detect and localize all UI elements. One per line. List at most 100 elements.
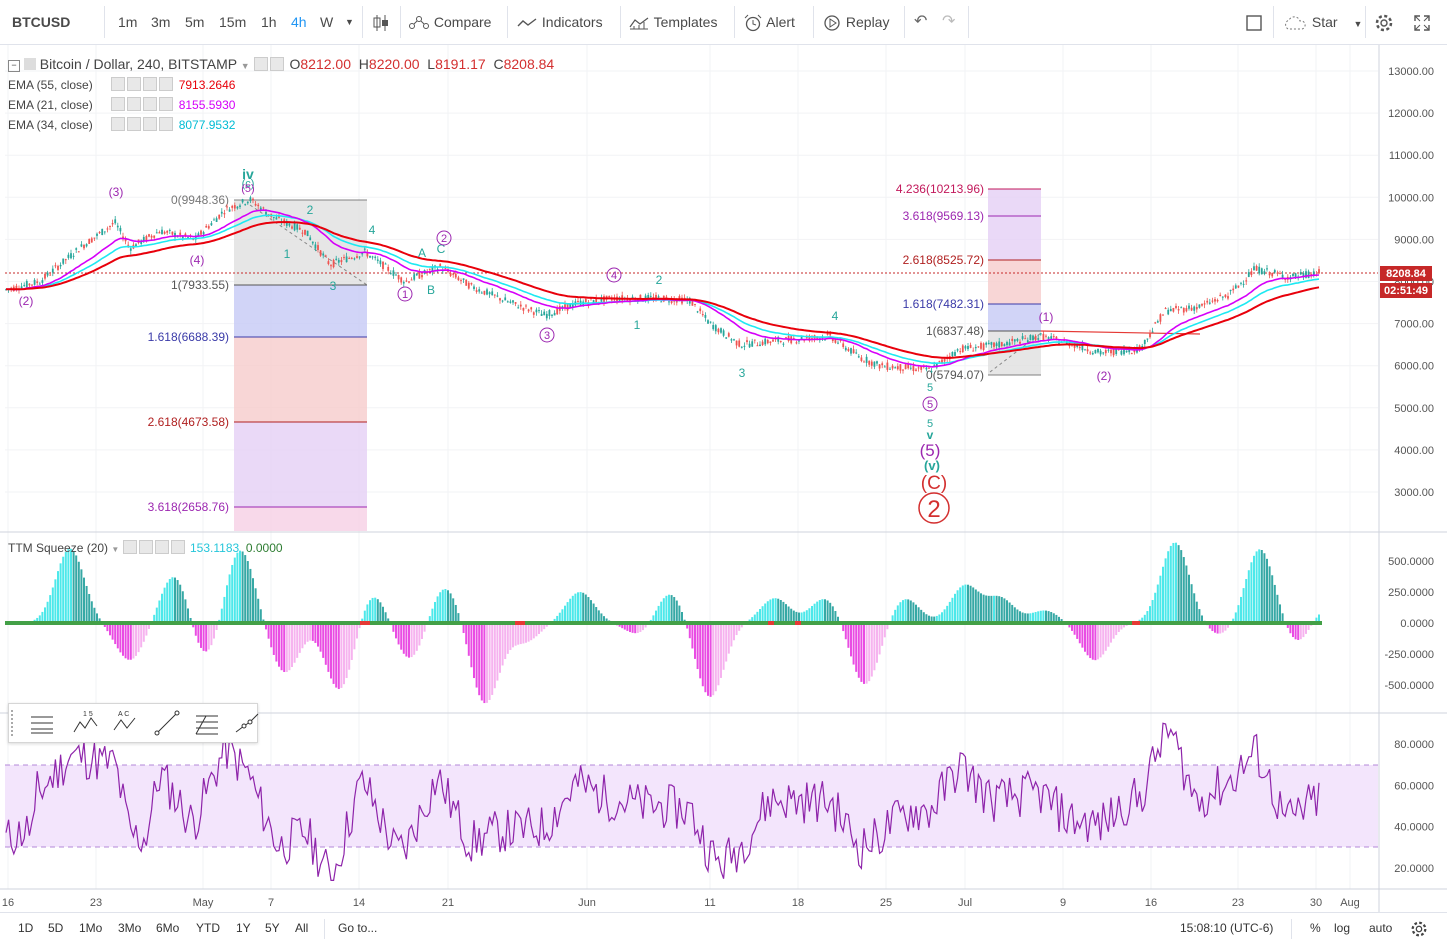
divider	[1291, 919, 1292, 939]
fib-level-label: 2.618(4673.58)	[148, 415, 229, 429]
settings-button[interactable]	[1374, 0, 1394, 44]
fib-level-label: 1.618(7482.31)	[903, 297, 984, 311]
fullscreen-button[interactable]	[1413, 0, 1431, 44]
range-ytd[interactable]: YTD	[196, 913, 220, 948]
redo-button[interactable]: ↷	[942, 0, 955, 44]
star-button[interactable]: Star ▼	[1282, 0, 1362, 44]
collapse-icon[interactable]: −	[8, 60, 20, 72]
symbol-search[interactable]: BTCUSD	[12, 0, 102, 44]
plus-icon[interactable]	[143, 77, 157, 91]
divider	[968, 6, 969, 38]
range-5y[interactable]: 5Y	[265, 913, 280, 948]
divider	[734, 6, 735, 38]
eye-icon[interactable]	[111, 97, 125, 111]
wave-label: 2	[656, 273, 663, 287]
range-1d[interactable]: 1D	[18, 913, 33, 948]
gear-icon[interactable]	[127, 97, 141, 111]
range-5d[interactable]: 5D	[48, 913, 63, 948]
time-tick: 23	[1232, 897, 1244, 909]
gear-icon	[1410, 920, 1428, 938]
elliott-impulse-tool[interactable]: 1 5	[71, 708, 101, 738]
fullscreen-toggle-button[interactable]	[1245, 0, 1263, 44]
wave-label: 4	[611, 270, 617, 282]
chevron-down-icon[interactable]: ▼	[111, 545, 119, 554]
alert-button[interactable]: Alert	[743, 0, 795, 44]
fib-tool[interactable]	[192, 708, 222, 738]
replay-button[interactable]: Replay	[822, 0, 889, 44]
gear-icon[interactable]	[139, 540, 153, 554]
wave-label: 4	[369, 223, 376, 237]
braces-icon[interactable]	[155, 540, 169, 554]
interval-15m[interactable]: 15m	[219, 0, 246, 44]
fib-level-label: 1(7933.55)	[171, 278, 229, 292]
interval-5m[interactable]: 5m	[185, 0, 204, 44]
chevron-down-icon[interactable]: ▼	[345, 0, 354, 44]
wave-label: 5	[927, 382, 933, 394]
divider	[362, 6, 363, 38]
path-tool[interactable]	[232, 708, 262, 738]
ema-label: EMA (55, close)	[8, 78, 108, 92]
undo-button[interactable]: ↶	[914, 0, 927, 44]
gear-icon[interactable]	[270, 57, 284, 71]
squeeze-tick: 500.0000	[1388, 556, 1434, 568]
go-to-button[interactable]: Go to...	[338, 913, 377, 948]
close-icon[interactable]	[171, 540, 185, 554]
range-3mo[interactable]: 3Mo	[118, 913, 141, 948]
clock-time[interactable]: 15:08:10 (UTC-6)	[1180, 913, 1273, 948]
ttm-squeeze-legend[interactable]: TTM Squeeze (20) ▼ 153.1183 0.0000	[8, 540, 283, 555]
trend-line-tool[interactable]	[152, 708, 182, 738]
interval-w[interactable]: W	[320, 0, 333, 44]
candles-icon	[372, 14, 390, 32]
elliott-correction-tool[interactable]: A C	[111, 708, 141, 738]
close-icon[interactable]	[159, 97, 173, 111]
eye-icon[interactable]	[111, 77, 125, 91]
gear-icon[interactable]	[127, 77, 141, 91]
auto-toggle[interactable]: auto	[1369, 913, 1392, 948]
price-tick: 9000.00	[1394, 234, 1434, 246]
ema-55-legend[interactable]: EMA (55, close) 7913.2646	[8, 77, 235, 92]
indicator-label: TTM Squeeze (20)	[8, 541, 108, 555]
ohlc-open-label: O	[290, 56, 301, 72]
price-tick: 7000.00	[1394, 319, 1434, 331]
chevron-down-icon[interactable]: ▼	[241, 61, 250, 71]
percent-toggle[interactable]: %	[1310, 913, 1321, 948]
chart-area[interactable]: 0(9948.36) 1(7933.55) 1.618(6688.39) 2.6…	[0, 45, 1447, 913]
fib-level-label: 3.618(2658.76)	[148, 500, 229, 514]
plus-icon[interactable]	[143, 97, 157, 111]
indicators-button[interactable]: Indicators	[516, 0, 603, 44]
close-icon[interactable]	[159, 77, 173, 91]
eye-icon[interactable]	[123, 540, 137, 554]
compare-label: Compare	[434, 14, 492, 30]
eye-icon[interactable]	[111, 117, 125, 131]
horizontal-lines-tool[interactable]	[27, 708, 57, 738]
interval-4h[interactable]: 4h	[291, 0, 307, 44]
candle-type-button[interactable]	[372, 0, 394, 44]
indicators-icon	[516, 15, 538, 31]
eye-icon[interactable]	[254, 57, 268, 71]
price-tick: 5000.00	[1394, 403, 1434, 415]
range-1mo[interactable]: 1Mo	[79, 913, 102, 948]
templates-button[interactable]: Templates	[628, 0, 717, 44]
time-tick: Jun	[578, 897, 596, 909]
ema-value: 8077.9532	[179, 118, 236, 132]
price-tick: 12000.00	[1388, 108, 1434, 120]
range-6mo[interactable]: 6Mo	[156, 913, 179, 948]
interval-1m[interactable]: 1m	[118, 0, 137, 44]
ema-21-legend[interactable]: EMA (21, close) 8155.5930	[8, 97, 235, 112]
time-tick: 25	[880, 897, 892, 909]
interval-3m[interactable]: 3m	[151, 0, 170, 44]
settings-button[interactable]	[1410, 913, 1428, 948]
log-toggle[interactable]: log	[1334, 913, 1350, 948]
drag-handle[interactable]	[11, 710, 17, 736]
ema-34-legend[interactable]: EMA (34, close) 8077.9532	[8, 117, 235, 132]
price-tick: 3000.00	[1394, 487, 1434, 499]
plus-icon[interactable]	[143, 117, 157, 131]
compare-button[interactable]: Compare	[408, 0, 491, 44]
symbol-icon	[24, 58, 36, 70]
close-icon[interactable]	[159, 117, 173, 131]
gear-icon[interactable]	[127, 117, 141, 131]
alarm-clock-icon	[743, 14, 763, 32]
range-1y[interactable]: 1Y	[236, 913, 251, 948]
range-all[interactable]: All	[295, 913, 308, 948]
interval-1h[interactable]: 1h	[261, 0, 277, 44]
